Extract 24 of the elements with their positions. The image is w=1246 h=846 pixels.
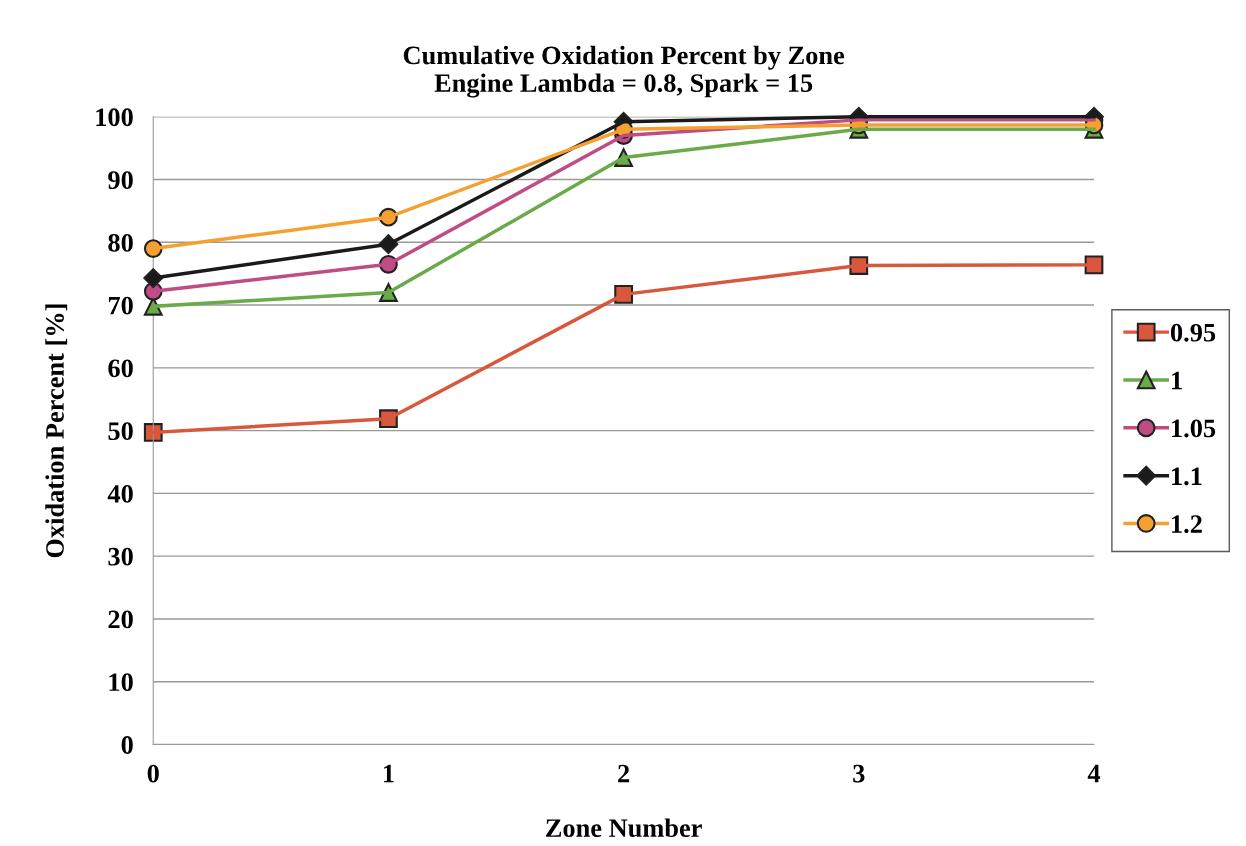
y-tick-label: 70 [108, 296, 133, 315]
legend-label: 0.95 [1170, 323, 1216, 342]
y-tick-label: 100 [96, 108, 133, 127]
y-tick-label: 0 [121, 736, 133, 754]
y-tick-label: 50 [108, 422, 133, 441]
x-tick-label: 0 [147, 764, 159, 783]
y-tick-label: 30 [108, 547, 133, 566]
x-axis-title: Zone Number [546, 818, 702, 838]
x-tick-label: 1 [383, 764, 394, 783]
legend-label: 1.1 [1172, 467, 1202, 486]
chart-title: Cumulative Oxidation Percent by Zone Engine Lambda = 0.8, Spark = 15 [403, 45, 845, 98]
x-tick-label: 3 [853, 764, 865, 783]
x-tick-label: 2 [618, 764, 630, 783]
legend-label: 1.05 [1172, 419, 1216, 438]
y-tick-label: 10 [109, 673, 133, 692]
y-tick-label: 40 [107, 484, 133, 503]
y-axis-title: Oxidation Percent [%] [45, 304, 68, 558]
y-tick-label: 90 [108, 171, 133, 189]
y-tick-label: 20 [108, 610, 133, 629]
x-tick-label: 4 [1087, 764, 1101, 783]
legend-label: 1.2 [1172, 515, 1202, 534]
y-tick-label: 80 [108, 233, 133, 252]
y-tick-label: 60 [108, 359, 133, 378]
legend-label: 1 [1172, 371, 1182, 390]
